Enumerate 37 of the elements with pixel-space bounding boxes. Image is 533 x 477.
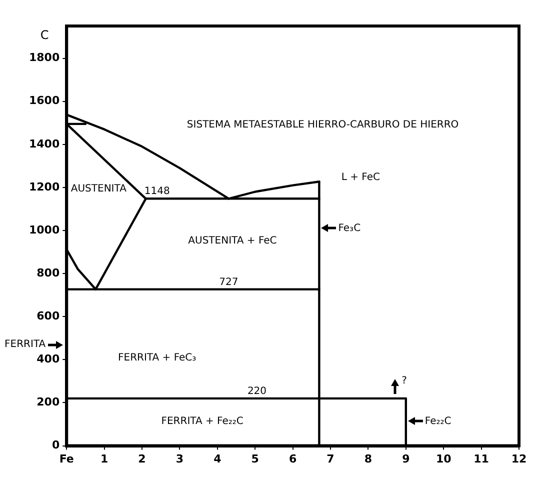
x-tick-label: 8 bbox=[364, 452, 372, 466]
annotation: Fe₃C bbox=[338, 222, 361, 234]
annotation: FERRITA + FeC₃ bbox=[118, 352, 196, 364]
y-tick-label: 1200 bbox=[28, 180, 60, 194]
x-tick-label: 4 bbox=[214, 452, 222, 466]
annotation: AUSTENITA + FeC bbox=[188, 235, 277, 246]
x-tick-label: 6 bbox=[288, 452, 297, 466]
x-tick-label: 5 bbox=[251, 452, 259, 466]
y-tick-label: 1600 bbox=[28, 94, 60, 108]
x-tick-label: 11 bbox=[474, 452, 489, 466]
x-tick-label: 1 bbox=[100, 452, 108, 466]
text: SISTEMA METAESTABLE HIERRO-CARBURO DE HIERRO bbox=[186, 120, 459, 131]
x-tick-label: 7 bbox=[326, 452, 334, 466]
annotation: 727 bbox=[219, 276, 238, 288]
annotation: Fe₂₂C bbox=[424, 416, 452, 428]
x-tick-label: 12 bbox=[511, 452, 527, 466]
annotation: ? bbox=[402, 376, 407, 387]
y-axis-title: C bbox=[40, 28, 49, 42]
x-tick-label: 2 bbox=[138, 452, 146, 466]
annotation: 1148 bbox=[144, 186, 170, 198]
x-tick-label: 9 bbox=[402, 452, 410, 466]
y-tick-label: 0 bbox=[52, 438, 60, 452]
y-tick-label: 600 bbox=[36, 309, 60, 322]
y-tick-label: 800 bbox=[36, 266, 60, 280]
x-tick-label: 10 bbox=[436, 452, 452, 466]
annotation: AUSTENITA bbox=[70, 184, 127, 195]
text: FERRITA bbox=[4, 339, 46, 350]
x-tick-label: Fe bbox=[59, 452, 74, 466]
y-tick-label: 1000 bbox=[28, 223, 60, 236]
annotation: L + FeC bbox=[341, 172, 380, 183]
annotation: 220 bbox=[247, 386, 267, 398]
y-tick-label: 1800 bbox=[28, 51, 60, 64]
y-tick-label: 400 bbox=[36, 352, 60, 366]
y-tick-label: 200 bbox=[36, 396, 60, 409]
annotation: FERRITA + Fe₂₂C bbox=[161, 416, 244, 428]
y-tick-label: 1400 bbox=[28, 137, 60, 150]
x-tick-label: 3 bbox=[176, 452, 184, 466]
